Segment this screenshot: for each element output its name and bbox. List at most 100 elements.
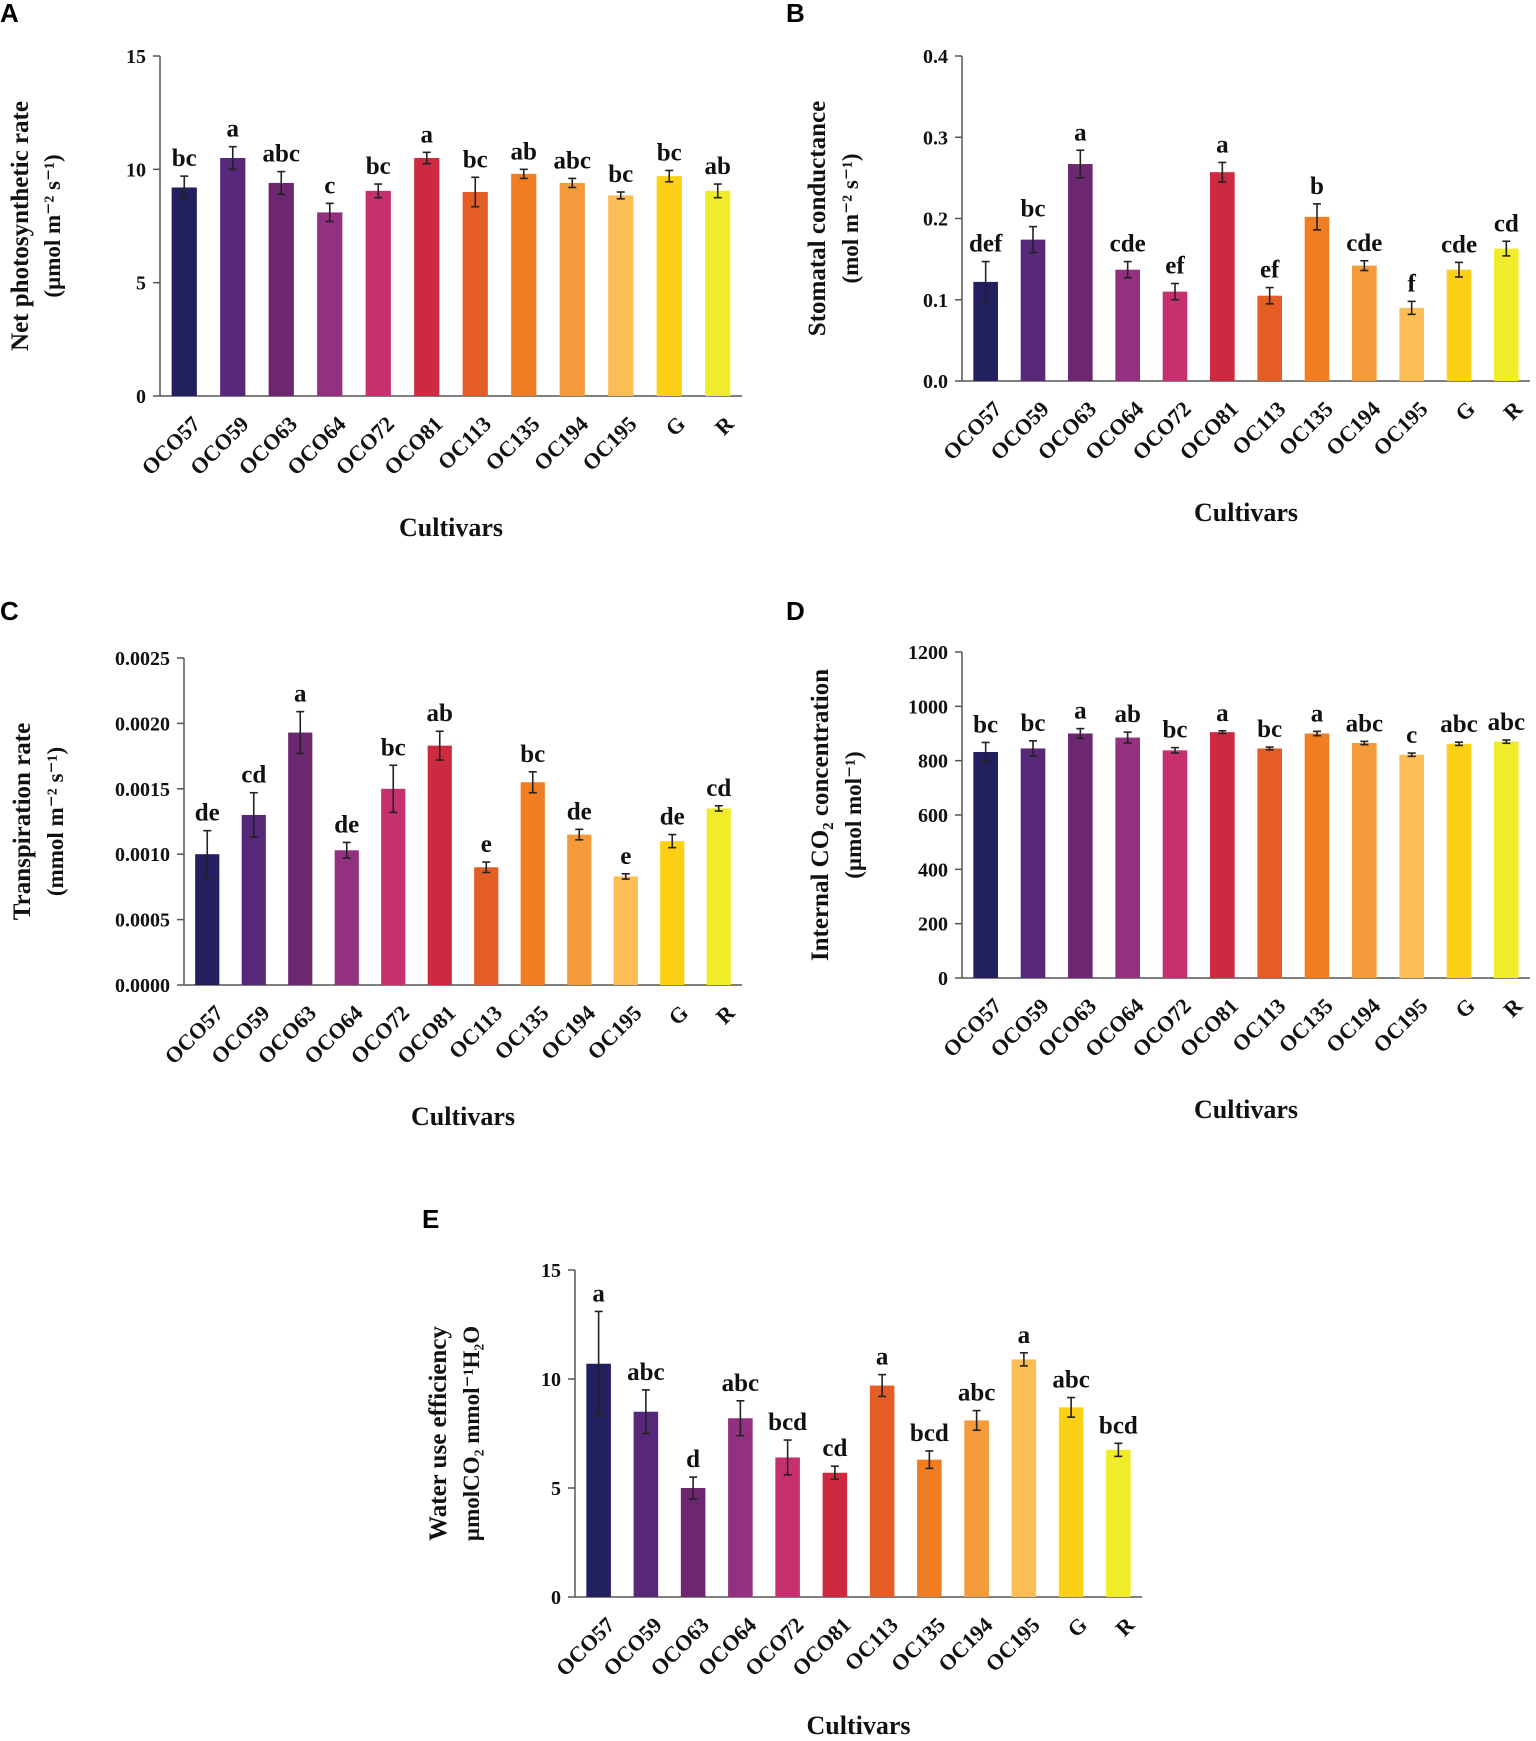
significance-letter: cde [1346, 230, 1382, 257]
bar [1304, 216, 1330, 381]
bar [608, 195, 634, 396]
significance-letter: de [567, 798, 592, 825]
y-tick-label: 15 [126, 46, 146, 68]
bar [1446, 269, 1472, 381]
panel-label: C [0, 596, 19, 626]
bar [705, 190, 731, 396]
x-axis-title: Cultivars [1194, 498, 1298, 527]
y-tick-label: 0.0 [923, 371, 948, 393]
panel-c: C0.00000.00050.00100.00150.00200.0025deO… [0, 596, 742, 1131]
y-tick-label: 0.2 [923, 209, 948, 231]
y-axis-title-line1: Water use efficiency [425, 1326, 452, 1541]
x-axis-title: Cultivars [411, 1102, 515, 1131]
significance-letter: bc [1257, 716, 1282, 743]
significance-letter: b [1310, 173, 1324, 200]
y-tick-label: 10 [541, 1369, 561, 1391]
bar [869, 1385, 895, 1597]
x-tick-label: OC194 [529, 411, 593, 475]
significance-letter: bc [520, 741, 545, 768]
bar [1210, 732, 1235, 978]
y-tick-label: 400 [918, 859, 948, 881]
x-tick-label: OC195 [980, 1612, 1044, 1676]
bar [1494, 741, 1519, 978]
panel-label: A [0, 0, 19, 28]
significance-letter: e [481, 831, 492, 858]
panel-d: D020040060080010001200bcOCO57bcOCO59aOCO… [786, 596, 1530, 1124]
x-tick-label: R [1498, 992, 1528, 1022]
significance-letter: def [969, 231, 1003, 258]
bar [381, 788, 406, 985]
y-tick-label: 5 [551, 1478, 561, 1500]
bar [633, 1411, 659, 1597]
y-tick-label: 0.3 [923, 127, 948, 149]
y-tick-label: 200 [918, 914, 948, 936]
bar [427, 745, 452, 985]
y-tick-label: 0.4 [923, 46, 948, 68]
x-tick-label: G [1062, 1612, 1092, 1642]
significance-letter: a [421, 121, 434, 148]
x-tick-label: OC195 [577, 411, 641, 475]
y-axis-title-line2: (µmol mol⁻¹) [841, 751, 866, 878]
x-tick-label: G [1450, 993, 1480, 1023]
bar [1399, 307, 1424, 381]
bar [1257, 748, 1282, 978]
significance-letter: ab [705, 153, 731, 180]
bar [1106, 1449, 1131, 1597]
y-axis-title-line2: µmolCO₂ mmol⁻¹H₂O [459, 1326, 484, 1541]
y-tick-label: 0 [551, 1587, 561, 1609]
significance-letter: f [1408, 270, 1417, 297]
bar [288, 732, 313, 985]
x-tick-label: G [663, 1000, 693, 1030]
panel-b: B0.00.10.20.30.4defOCO57bcOCO59aOCO63cde… [786, 0, 1530, 527]
bar [1115, 269, 1140, 381]
bar [964, 1420, 989, 1597]
y-axis-title-line2: (mmol m⁻² s⁻¹) [43, 747, 68, 896]
significance-letter: a [1074, 119, 1087, 146]
significance-letter: a [592, 1280, 605, 1307]
significance-letter: abc [263, 141, 301, 168]
bar [220, 158, 246, 396]
x-tick-label: OC135 [480, 411, 544, 475]
bar [414, 158, 440, 396]
significance-letter: de [660, 804, 685, 831]
significance-letter: ab [1114, 701, 1140, 728]
bar [728, 1418, 753, 1597]
significance-letter: bc [172, 145, 197, 172]
significance-letter: ab [511, 138, 537, 165]
significance-letter: abc [1346, 710, 1384, 737]
y-tick-label: 0.0020 [115, 713, 170, 735]
x-tick-label: R [711, 999, 741, 1029]
y-axis-title-line2: (mol m⁻² s⁻¹) [838, 153, 863, 283]
y-tick-label: 0 [938, 968, 948, 990]
bar [1352, 265, 1377, 381]
significance-letter: ab [427, 700, 453, 727]
significance-letter: bc [463, 146, 488, 173]
significance-letter: a [294, 681, 307, 708]
significance-letter: bcd [910, 1420, 949, 1447]
y-axis-title-line1: Transpiration rate [9, 723, 36, 920]
significance-letter: a [1074, 698, 1087, 725]
significance-letter: a [1216, 700, 1229, 727]
significance-letter: bc [973, 711, 998, 738]
y-tick-label: 600 [918, 805, 948, 827]
significance-letter: a [1018, 1322, 1031, 1349]
x-tick-label: OC195 [1368, 993, 1432, 1057]
significance-letter: bc [1021, 710, 1046, 737]
y-axis-title-line1: Stomatal conductance [804, 101, 831, 336]
bar [520, 782, 545, 985]
y-tick-label: 0 [136, 386, 146, 408]
bar [706, 808, 731, 985]
significance-letter: de [195, 800, 220, 827]
significance-letter: a [1311, 700, 1324, 727]
bar [1210, 172, 1235, 381]
bar [1068, 164, 1093, 381]
significance-letter: bc [657, 139, 682, 166]
y-tick-label: 10 [126, 159, 146, 181]
bar [567, 834, 592, 985]
y-tick-label: 0.0005 [115, 910, 170, 932]
significance-letter: c [324, 172, 335, 199]
significance-letter: abc [627, 1359, 665, 1386]
significance-letter: ef [1165, 253, 1185, 280]
bar [1162, 750, 1188, 978]
